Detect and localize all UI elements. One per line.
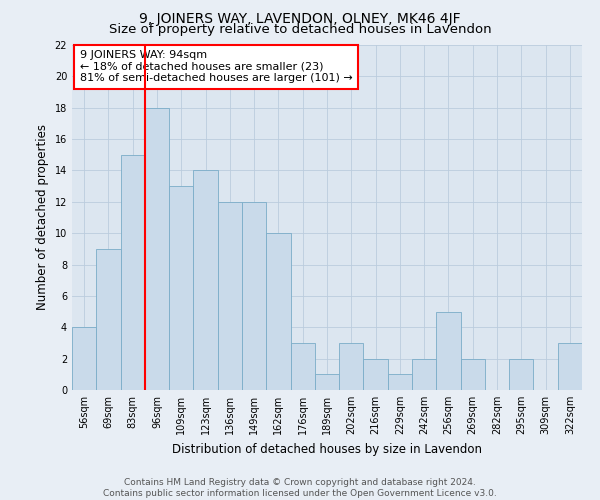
Bar — [169, 186, 193, 390]
Bar — [96, 249, 121, 390]
Bar — [266, 233, 290, 390]
Text: 9 JOINERS WAY: 94sqm
← 18% of detached houses are smaller (23)
81% of semi-detac: 9 JOINERS WAY: 94sqm ← 18% of detached h… — [80, 50, 352, 84]
Text: 9, JOINERS WAY, LAVENDON, OLNEY, MK46 4JF: 9, JOINERS WAY, LAVENDON, OLNEY, MK46 4J… — [139, 12, 461, 26]
Bar — [121, 155, 145, 390]
Bar — [364, 358, 388, 390]
Text: Size of property relative to detached houses in Lavendon: Size of property relative to detached ho… — [109, 22, 491, 36]
Bar — [412, 358, 436, 390]
Bar — [558, 343, 582, 390]
Bar — [388, 374, 412, 390]
Bar — [218, 202, 242, 390]
Bar — [72, 328, 96, 390]
Bar — [461, 358, 485, 390]
X-axis label: Distribution of detached houses by size in Lavendon: Distribution of detached houses by size … — [172, 442, 482, 456]
Bar — [315, 374, 339, 390]
Bar — [242, 202, 266, 390]
Text: Contains HM Land Registry data © Crown copyright and database right 2024.
Contai: Contains HM Land Registry data © Crown c… — [103, 478, 497, 498]
Bar — [436, 312, 461, 390]
Bar — [193, 170, 218, 390]
Bar — [290, 343, 315, 390]
Bar — [509, 358, 533, 390]
Y-axis label: Number of detached properties: Number of detached properties — [36, 124, 49, 310]
Bar — [145, 108, 169, 390]
Bar — [339, 343, 364, 390]
